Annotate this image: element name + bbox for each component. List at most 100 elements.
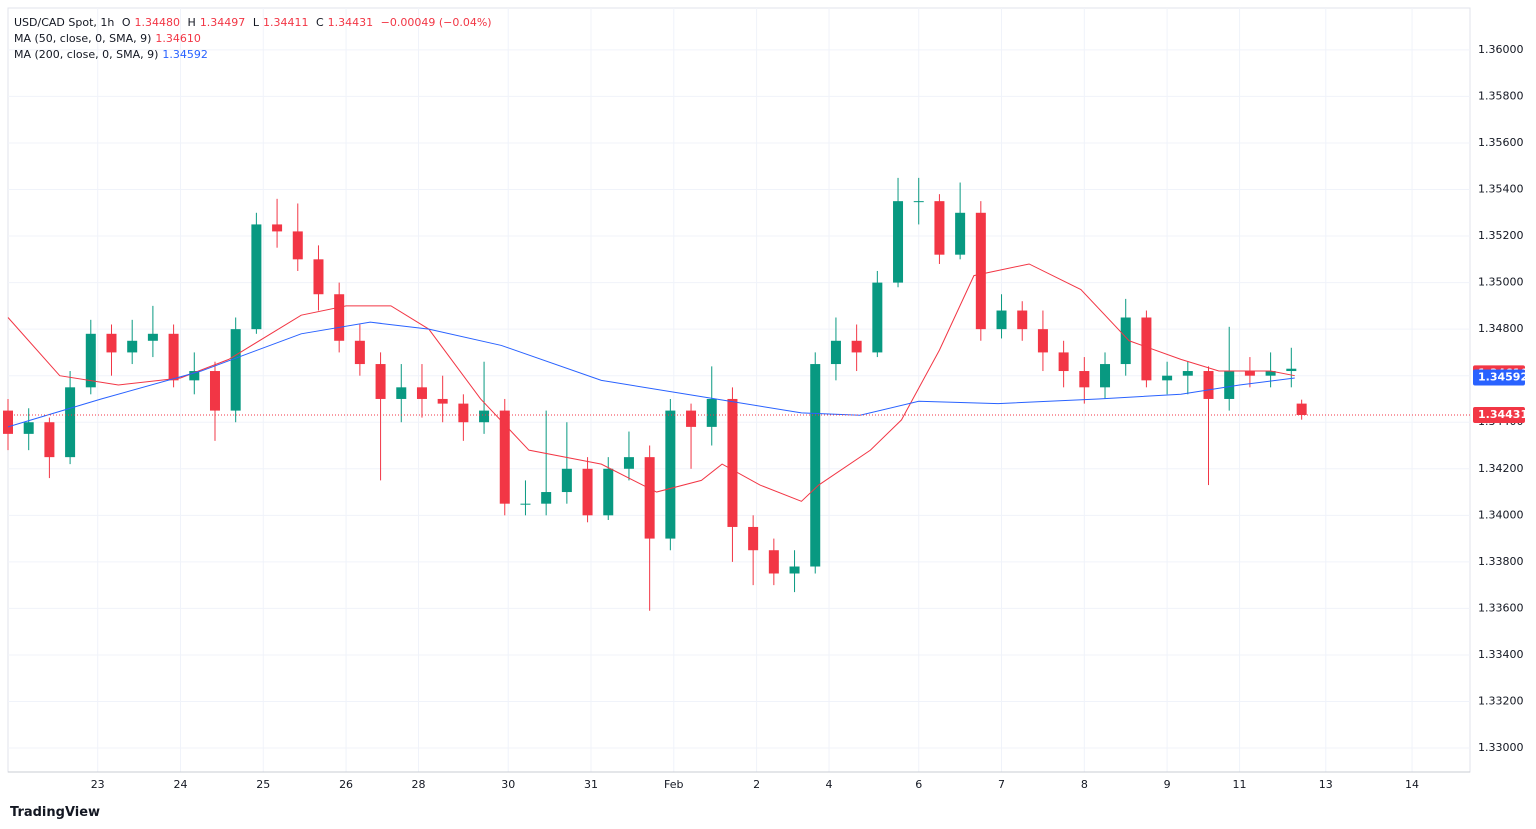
candle-body bbox=[582, 468, 593, 516]
candle-body bbox=[789, 566, 800, 574]
candle-body bbox=[230, 329, 241, 411]
candle-body bbox=[644, 457, 655, 539]
candle-body bbox=[541, 492, 552, 504]
y-tick-label: 1.33200 bbox=[1478, 694, 1524, 707]
candle-body bbox=[313, 259, 324, 295]
candle-body bbox=[1079, 371, 1090, 388]
candle-body bbox=[975, 212, 986, 330]
candle-body bbox=[934, 201, 945, 255]
candle-body bbox=[3, 410, 13, 434]
candle-body bbox=[65, 387, 76, 458]
candle-body bbox=[768, 550, 779, 574]
candle-body bbox=[85, 333, 96, 388]
candle-body bbox=[23, 422, 34, 434]
x-tick-label: 2 bbox=[753, 778, 760, 791]
candle-body bbox=[334, 294, 345, 341]
x-tick-label: 8 bbox=[1081, 778, 1088, 791]
y-tick-label: 1.33600 bbox=[1478, 601, 1524, 614]
candle-body bbox=[1017, 310, 1028, 330]
y-tick-label: 1.33000 bbox=[1478, 741, 1524, 754]
candle-body bbox=[189, 371, 200, 381]
y-tick-label: 1.35000 bbox=[1478, 276, 1524, 289]
price-badge-label: 1.34431 bbox=[1478, 408, 1528, 421]
y-tick-label: 1.34000 bbox=[1478, 508, 1524, 521]
y-tick-label: 1.36000 bbox=[1478, 43, 1524, 56]
candle-body bbox=[416, 387, 427, 399]
candle-body bbox=[665, 410, 676, 539]
candle-body bbox=[996, 310, 1007, 330]
candle-body bbox=[1203, 371, 1214, 399]
ohlc-value: 1.34480 bbox=[134, 16, 181, 29]
y-tick-label: 1.33400 bbox=[1478, 648, 1524, 661]
x-tick-label: 11 bbox=[1233, 778, 1247, 791]
symbol-row: USD/CAD Spot, 1h O 1.34480 H 1.34497 L 1.34… bbox=[14, 15, 496, 31]
symbol: USD/CAD Spot, 1h bbox=[14, 16, 115, 29]
indicator-row: MA (50, close, 0, SMA, 9) 1.34610 bbox=[14, 31, 496, 47]
indicator-value: 1.34592 bbox=[162, 48, 208, 61]
candle-body bbox=[458, 403, 469, 423]
candle-body bbox=[1120, 317, 1131, 365]
candle-body bbox=[1224, 371, 1235, 399]
candle-body bbox=[292, 231, 303, 260]
x-tick-label: 13 bbox=[1319, 778, 1333, 791]
y-tick-label: 1.35800 bbox=[1478, 89, 1524, 102]
candle-body bbox=[851, 340, 862, 353]
candle-body bbox=[1296, 403, 1307, 416]
candle-body bbox=[375, 364, 386, 399]
y-tick-label: 1.35400 bbox=[1478, 183, 1524, 196]
x-tick-label: 24 bbox=[173, 778, 187, 791]
candle-body bbox=[603, 468, 614, 516]
candle-body bbox=[1162, 375, 1173, 381]
x-tick-label: 31 bbox=[584, 778, 598, 791]
candle-body bbox=[272, 224, 283, 232]
candle-body bbox=[810, 364, 821, 567]
ma-line bbox=[7, 263, 1295, 502]
candle-body bbox=[499, 410, 510, 504]
y-tick-label: 1.35600 bbox=[1478, 136, 1524, 149]
ohlc-key: H bbox=[187, 16, 196, 29]
candle-body bbox=[1286, 368, 1297, 372]
y-tick-label: 1.34800 bbox=[1478, 322, 1524, 335]
candle-body bbox=[1058, 352, 1069, 372]
indicator-name: MA (50, close, 0, SMA, 9) bbox=[14, 32, 152, 45]
candle-body bbox=[209, 371, 220, 411]
x-tick-label: 7 bbox=[998, 778, 1005, 791]
price-badge-label: 1.34592 bbox=[1478, 371, 1528, 384]
ohlc-key: L bbox=[252, 16, 259, 29]
x-tick-label: 23 bbox=[91, 778, 105, 791]
candle-body bbox=[251, 224, 262, 330]
candle-body bbox=[1037, 329, 1048, 353]
candle-body bbox=[893, 201, 904, 283]
candle-body bbox=[686, 410, 697, 427]
y-tick-label: 1.35200 bbox=[1478, 229, 1524, 242]
candle-body bbox=[623, 457, 634, 469]
x-tick-label: 14 bbox=[1405, 778, 1419, 791]
candle-body bbox=[830, 340, 841, 365]
candle-body bbox=[1244, 371, 1255, 376]
ohlc-key: O bbox=[121, 16, 131, 29]
indicator-value: 1.34610 bbox=[155, 32, 201, 45]
ohlc-value: 1.34411 bbox=[262, 16, 309, 29]
candle-body bbox=[168, 333, 179, 381]
x-tick-label: 4 bbox=[826, 778, 833, 791]
candle-body bbox=[127, 340, 138, 353]
candle-body bbox=[354, 340, 365, 365]
candle-body bbox=[396, 387, 407, 399]
candle-body bbox=[147, 333, 158, 341]
candle-body bbox=[1100, 364, 1111, 388]
brand: TradingView bbox=[10, 805, 101, 820]
ohlc-value: 1.34497 bbox=[199, 16, 246, 29]
price-badge bbox=[1473, 407, 1525, 424]
change: −0.00049 (−0.04%) bbox=[380, 16, 492, 29]
x-tick-label: 25 bbox=[256, 778, 270, 791]
candle-body bbox=[44, 422, 55, 458]
candle-body bbox=[706, 398, 717, 427]
y-tick-label: 1.33800 bbox=[1478, 555, 1524, 568]
plot-border bbox=[7, 7, 1471, 773]
y-tick-label: 1.34200 bbox=[1478, 462, 1524, 475]
candle-body bbox=[561, 468, 572, 493]
ohlc-value: 1.34431 bbox=[327, 16, 374, 29]
logo: TradingView bbox=[10, 805, 100, 820]
candle-body bbox=[748, 526, 759, 551]
